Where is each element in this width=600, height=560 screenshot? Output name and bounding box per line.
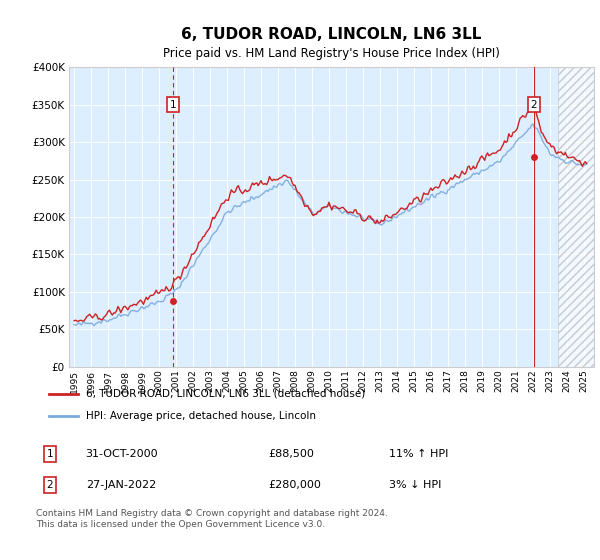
- Text: £280,000: £280,000: [268, 480, 321, 490]
- Text: 3% ↓ HPI: 3% ↓ HPI: [389, 480, 442, 490]
- Text: 2: 2: [531, 100, 538, 110]
- Text: £88,500: £88,500: [268, 449, 314, 459]
- Text: 1: 1: [46, 449, 53, 459]
- Text: 6, TUDOR ROAD, LINCOLN, LN6 3LL (detached house): 6, TUDOR ROAD, LINCOLN, LN6 3LL (detache…: [86, 389, 365, 399]
- Text: 31-OCT-2000: 31-OCT-2000: [86, 449, 158, 459]
- Text: 27-JAN-2022: 27-JAN-2022: [86, 480, 156, 490]
- Text: Contains HM Land Registry data © Crown copyright and database right 2024.
This d: Contains HM Land Registry data © Crown c…: [36, 509, 388, 529]
- Text: 11% ↑ HPI: 11% ↑ HPI: [389, 449, 449, 459]
- Text: 1: 1: [170, 100, 176, 110]
- Text: HPI: Average price, detached house, Lincoln: HPI: Average price, detached house, Linc…: [86, 410, 316, 421]
- Text: 6, TUDOR ROAD, LINCOLN, LN6 3LL: 6, TUDOR ROAD, LINCOLN, LN6 3LL: [181, 27, 482, 42]
- Text: Price paid vs. HM Land Registry's House Price Index (HPI): Price paid vs. HM Land Registry's House …: [163, 46, 500, 60]
- Text: 2: 2: [46, 480, 53, 490]
